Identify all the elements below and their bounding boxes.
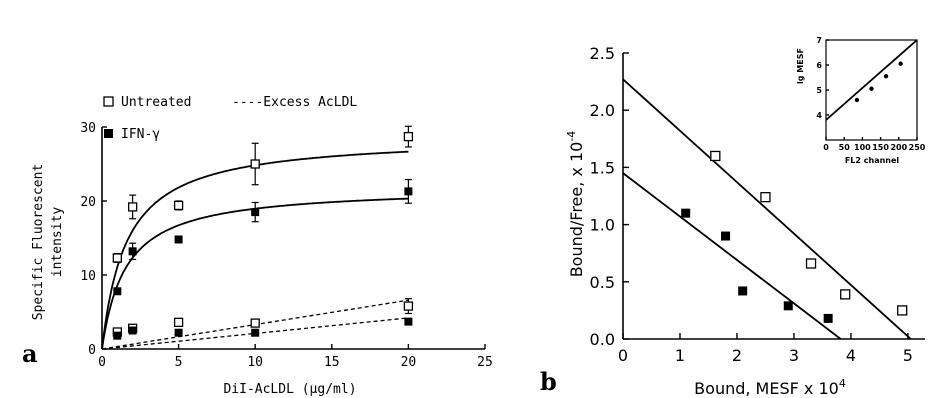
open-square-point	[897, 305, 908, 316]
panel-b-x-tick-label: 5	[903, 346, 913, 365]
panel-a-x-axis-label: DiI-AcLDL (μg/ml)	[223, 382, 356, 397]
inset-y-tick-label: 6	[816, 61, 822, 70]
inset-x-axis-label: FL2 channel	[845, 156, 900, 165]
panel-b-x-tick-label: 0	[618, 346, 628, 365]
panel-b-y-tick-label: 1.0	[590, 216, 615, 235]
panel-a-y-axis-label-line2: intensity	[50, 207, 65, 278]
filled-square-point	[823, 313, 833, 323]
inset-point	[854, 97, 860, 103]
panel-b-y-tick-label: 2.5	[590, 44, 615, 63]
panel-b-x-axis-label-exponent: 4	[839, 377, 846, 390]
open-square-point	[127, 202, 138, 212]
inset-x-tick-label: 0	[823, 143, 829, 152]
panel-b-x-tick-label: 2	[732, 346, 742, 365]
panel-a-y-tick-label: 10	[80, 269, 96, 284]
panel-b-x-axis-label: Bound, MESF x 104	[694, 377, 846, 398]
open-square-point	[250, 318, 260, 328]
open-square-point	[250, 159, 260, 169]
panel-a-x-tick-label: 10	[247, 355, 263, 370]
panel-b-fit-line-2	[622, 172, 842, 340]
panel-a-x-tick-label: 5	[175, 355, 183, 370]
panel-b-x-tick-label: 1	[675, 346, 685, 365]
inset-x-tick-label: 200	[890, 143, 907, 152]
filled-square-point	[174, 235, 183, 244]
panel-b: b 0 1 2 3 4 5 0.0 0.5 1.0 1.5 2.0 2.5 Bound/Free, x…	[540, 36, 926, 398]
open-square-point	[403, 301, 414, 311]
panel-a-y-axis-label-line1: Specific Fluorescent	[31, 164, 46, 321]
open-square-point	[840, 289, 851, 300]
panel-a-x-tick-label: 25	[477, 355, 493, 370]
filled-square-point	[128, 326, 137, 335]
panel-b-data-points	[681, 150, 908, 323]
panel-a: a Untreated ----Excess AcLDL IFN-γ 0 5 10 1…	[22, 95, 493, 397]
inset-plot	[825, 39, 918, 121]
filled-square-point	[113, 287, 122, 296]
filled-square-point	[681, 208, 691, 218]
open-square-point	[173, 200, 184, 211]
inset-y-tick-label: 4	[816, 111, 822, 120]
open-square-point	[805, 258, 817, 269]
panel-b-letter: b	[540, 367, 557, 396]
panel-b-y-tick-label: 2.0	[590, 101, 615, 120]
inset-point	[898, 61, 903, 66]
open-square-point	[403, 131, 414, 142]
panel-a-x-tick-label: 15	[324, 355, 340, 370]
filled-square-point	[404, 317, 413, 326]
open-square-point	[112, 253, 122, 263]
open-square-point	[710, 150, 721, 162]
panel-b-fit-lines	[622, 78, 912, 340]
inset-x-tick-label: 50	[839, 143, 851, 152]
panel-a-x-tick-label: 0	[98, 355, 106, 370]
panel-b-fit-line-1	[622, 78, 912, 340]
inset-x-tick-label: 100	[854, 143, 871, 152]
legend-filled-square-marker	[104, 129, 113, 138]
panel-b-y-tick-label: 1.5	[590, 158, 615, 177]
panel-a-x-tick-label: 20	[401, 355, 417, 370]
panel-a-dashed-fit-line-2	[101, 317, 409, 350]
svg-text:Bound/Free, x 10-4: Bound/Free, x 10-4	[565, 131, 586, 278]
filled-square-point	[738, 286, 748, 296]
filled-square-point	[251, 208, 260, 217]
filled-square-point	[128, 247, 137, 256]
panel-b-y-axis-label: Bound/Free, x 10-4	[565, 131, 586, 278]
filled-square-point	[783, 301, 793, 311]
panel-a-legend: Untreated ----Excess AcLDL IFN-γ	[103, 95, 357, 142]
panel-b-x-tick-label: 3	[789, 346, 799, 365]
panel-a-y-tick-label: 30	[80, 121, 96, 136]
panel-a-data-points	[112, 125, 414, 340]
inset-axes: 0 50 100 150 200 250 4 5 6 7	[816, 36, 925, 152]
panel-a-letter: a	[22, 339, 38, 368]
panel-a-axes: 0 5 10 15 20 25 0 10 20 30	[80, 121, 492, 370]
panel-b-x-axis-label-text: Bound, MESF x 10	[694, 379, 839, 398]
legend-excess-label: ----Excess AcLDL	[232, 95, 357, 110]
filled-square-point	[721, 231, 731, 241]
panel-b-axes: 0 1 2 3 4 5 0.0 0.5 1.0 1.5 2.0 2.5	[590, 44, 925, 365]
filled-square-point	[174, 328, 183, 337]
inset-x-tick-label: 150	[872, 143, 889, 152]
panel-b-y-axis-label-exponent: -4	[565, 131, 578, 142]
panel-a-y-tick-label: 0	[88, 343, 96, 358]
inset-fit-line	[825, 39, 918, 121]
panel-b-inset: 0 50 100 150 200 250 4 5 6 7 lg MESF FL2 channel	[796, 36, 926, 165]
inset-point	[883, 74, 889, 79]
panel-b-x-tick-label: 4	[846, 346, 856, 365]
inset-x-tick-label: 250	[909, 143, 926, 152]
filled-square-point	[404, 187, 413, 196]
legend-untreated-label: Untreated	[121, 95, 191, 110]
legend-ifn-label: IFN-γ	[121, 127, 160, 142]
open-square-point	[173, 317, 184, 328]
panel-b-y-tick-label: 0.0	[590, 330, 615, 349]
open-square-point	[760, 191, 771, 203]
inset-y-tick-label: 7	[816, 36, 822, 45]
panel-a-y-tick-label: 20	[80, 195, 96, 210]
panel-b-y-tick-label: 0.5	[590, 273, 615, 292]
filled-square-point	[113, 331, 122, 340]
inset-y-axis-label: lg MESF	[796, 48, 805, 84]
inset-y-tick-label: 5	[816, 86, 822, 95]
legend-open-square-marker	[103, 96, 114, 107]
inset-point	[869, 86, 874, 91]
panel-b-y-axis-label-text: Bound/Free, x 10	[567, 142, 586, 278]
filled-square-point	[251, 328, 260, 337]
